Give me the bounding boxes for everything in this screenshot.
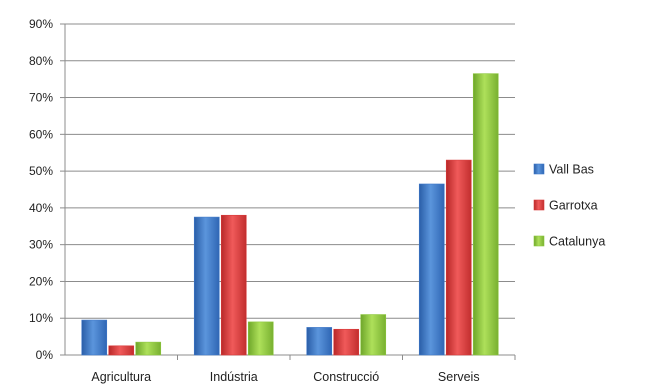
x-category-label: Indústria xyxy=(210,370,258,384)
x-category-label: Serveis xyxy=(438,370,480,384)
y-tick-label: 80% xyxy=(29,54,53,68)
legend-swatch xyxy=(533,235,545,247)
bar-garrotxa-agricultura xyxy=(108,345,135,356)
y-tick-label: 50% xyxy=(29,164,53,178)
legend-swatch xyxy=(533,199,545,211)
bar-garrotxa-serveis xyxy=(445,159,472,356)
legend-swatch xyxy=(533,163,545,175)
bar-vall-bas-construcci- xyxy=(306,327,333,356)
bar-vall-bas-serveis xyxy=(418,183,445,356)
legend-label: Catalunya xyxy=(549,235,605,249)
x-category-label: Construcció xyxy=(313,370,379,384)
legend-label: Vall Bas xyxy=(549,163,594,177)
legend: Vall Bas Garrotxa Catalunya xyxy=(533,163,605,249)
x-axis-labels: Agricultura Indústria Construcció Serveis xyxy=(91,370,479,384)
y-tick-label: 30% xyxy=(29,238,53,252)
y-tick-label: 20% xyxy=(29,274,53,288)
y-tick-label: 90% xyxy=(29,17,53,31)
y-tick-label: 60% xyxy=(29,127,53,141)
bar-vall-bas-ind-stria xyxy=(193,216,220,356)
y-axis-ticks: 0% 10% 20% 30% 40% 50% 60% 70% 80% 90% xyxy=(29,17,65,362)
bar-garrotxa-ind-stria xyxy=(220,214,247,356)
bar-catalunya-ind-stria xyxy=(247,321,274,356)
y-tick-label: 10% xyxy=(29,311,53,325)
bar-catalunya-agricultura xyxy=(135,341,162,356)
legend-item-vall-bas: Vall Bas xyxy=(533,163,594,177)
y-tick-label: 40% xyxy=(29,201,53,215)
x-category-label: Agricultura xyxy=(91,370,151,384)
legend-item-catalunya: Catalunya xyxy=(533,235,605,249)
bar-vall-bas-agricultura xyxy=(81,319,108,356)
y-tick-label: 0% xyxy=(36,348,54,362)
gridlines xyxy=(65,23,515,319)
y-tick-label: 70% xyxy=(29,91,53,105)
bar-garrotxa-construcci- xyxy=(333,328,360,356)
bars xyxy=(81,73,499,356)
legend-label: Garrotxa xyxy=(549,199,598,213)
bar-catalunya-serveis xyxy=(472,73,499,356)
legend-item-garrotxa: Garrotxa xyxy=(533,199,598,213)
bar-catalunya-construcci- xyxy=(360,314,387,356)
